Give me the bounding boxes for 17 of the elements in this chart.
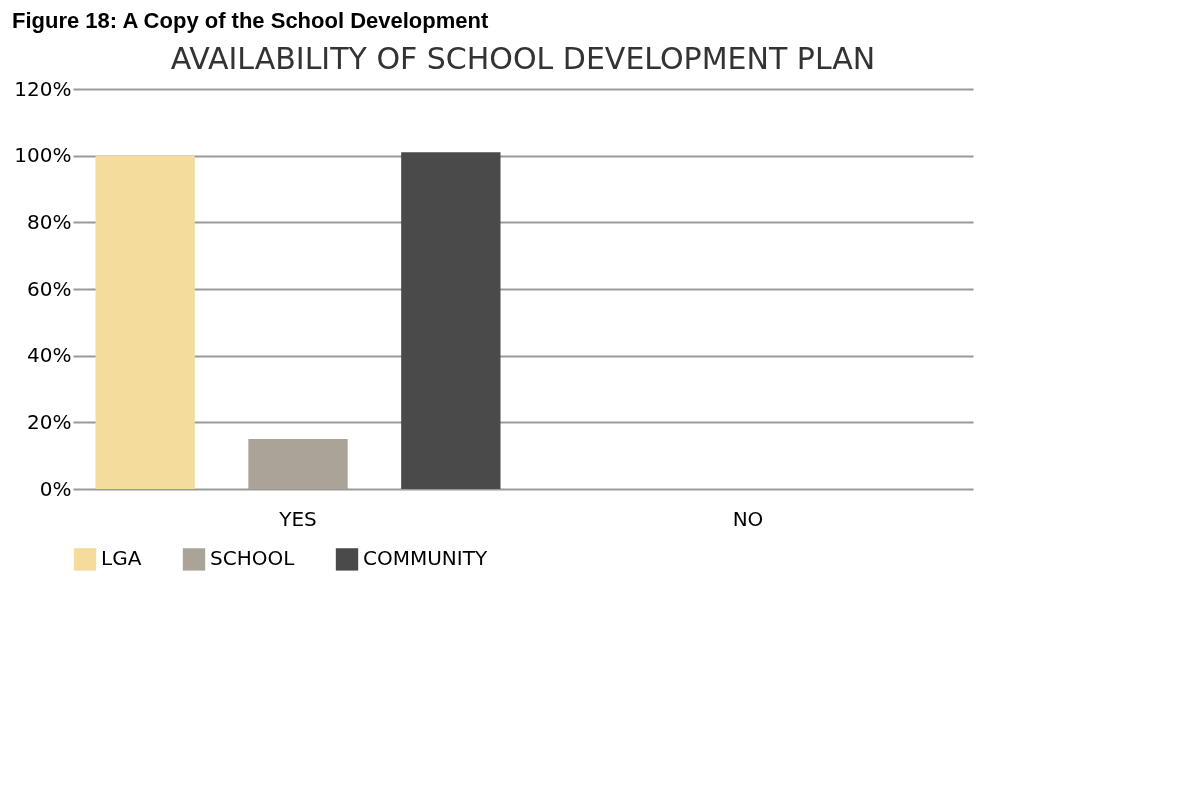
bar	[401, 152, 501, 489]
legend-label: SCHOOL	[210, 546, 296, 571]
legend-label: LGA	[101, 546, 142, 571]
x-tick-label: YES	[278, 506, 317, 531]
x-tick-label: NO	[732, 506, 764, 531]
y-tick-label: 80%	[27, 209, 72, 234]
bar	[248, 439, 348, 489]
chart-title: AVAILABILITY OF SCHOOL DEVELOPMENT PLAN	[170, 41, 876, 76]
y-tick-label: 20%	[27, 409, 72, 434]
y-tick-label: 40%	[27, 343, 72, 368]
legend-label: COMMUNITY	[363, 546, 488, 571]
caption: Figure 18: A Copy of the School Development	[12, 8, 490, 34]
y-tick-label: 0%	[39, 476, 72, 501]
y-tick-label: 100%	[14, 143, 72, 168]
bar	[95, 155, 195, 489]
y-tick-label: 60%	[27, 276, 72, 301]
y-tick-label: 120%	[14, 76, 72, 101]
